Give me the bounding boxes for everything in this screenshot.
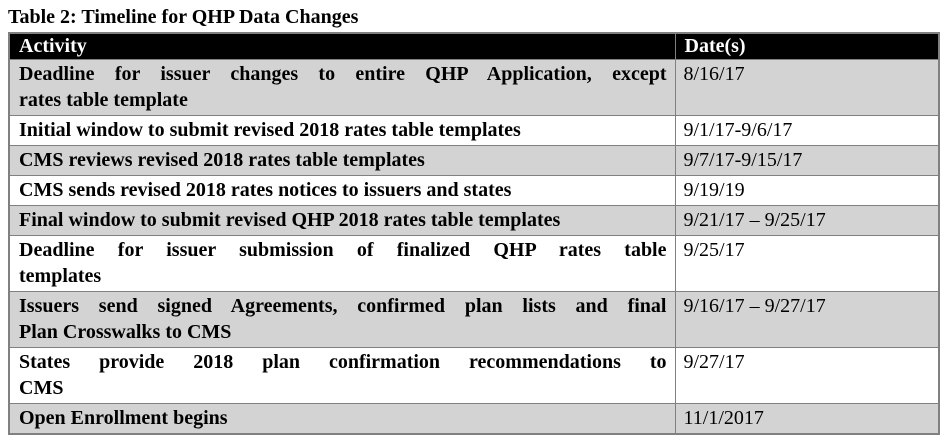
activity-cell: Initial window to submit revised 2018 ra… xyxy=(8,115,676,146)
table-row: Issuers send signed Agreements, confirme… xyxy=(8,291,940,348)
table-header-row: Activity Date(s) xyxy=(8,32,940,60)
activity-line: Final window to submit revised QHP 2018 … xyxy=(19,209,561,231)
date-cell: 9/19/19 xyxy=(674,175,940,206)
table-row: States provide 2018 plan confirmation re… xyxy=(8,347,940,404)
activity-line: CMS sends revised 2018 rates notices to … xyxy=(19,179,512,201)
activity-line: CMS reviews revised 2018 rates table tem… xyxy=(19,149,425,171)
activity-line: Initial window to submit revised 2018 ra… xyxy=(19,119,521,141)
activity-cell: CMS sends revised 2018 rates notices to … xyxy=(8,175,676,206)
activity-line: Deadline for issuer submission of finali… xyxy=(19,239,667,261)
date-cell: 9/21/17 – 9/25/17 xyxy=(674,205,940,236)
activity-line: Issuers send signed Agreements, confirme… xyxy=(19,295,667,317)
table-row: Deadline for issuer changes to entire QH… xyxy=(8,59,940,116)
table-row: CMS reviews revised 2018 rates table tem… xyxy=(8,145,940,176)
activity-line: CMS xyxy=(19,377,64,399)
activity-cell: States provide 2018 plan confirmation re… xyxy=(8,347,676,404)
col-header-dates: Date(s) xyxy=(674,32,940,60)
activity-cell: Open Enrollment begins xyxy=(8,403,676,435)
table-row: Final window to submit revised QHP 2018 … xyxy=(8,205,940,236)
table-row: Open Enrollment begins 11/1/2017 xyxy=(8,403,940,435)
activity-line: Plan Crosswalks to CMS xyxy=(19,321,232,343)
table-row: Deadline for issuer submission of finali… xyxy=(8,235,940,292)
col-header-activity: Activity xyxy=(8,32,676,60)
date-cell: 9/27/17 xyxy=(674,347,940,404)
date-cell: 9/16/17 – 9/27/17 xyxy=(674,291,940,348)
activity-line: rates table template xyxy=(19,89,188,111)
activity-cell: Deadline for issuer changes to entire QH… xyxy=(8,59,676,116)
table-row: Initial window to submit revised 2018 ra… xyxy=(8,115,940,146)
activity-line: templates xyxy=(19,265,102,287)
date-cell: 8/16/17 xyxy=(674,59,940,116)
table-caption: Table 2: Timeline for QHP Data Changes xyxy=(8,6,359,28)
activity-line: States provide 2018 plan confirmation re… xyxy=(19,351,667,373)
date-cell: 9/7/17-9/15/17 xyxy=(674,145,940,176)
activity-cell: Deadline for issuer submission of finali… xyxy=(8,235,676,292)
activity-cell: Final window to submit revised QHP 2018 … xyxy=(8,205,676,236)
table-body: Deadline for issuer changes to entire QH… xyxy=(8,59,940,435)
table-row: CMS sends revised 2018 rates notices to … xyxy=(8,175,940,206)
activity-cell: Issuers send signed Agreements, confirme… xyxy=(8,291,676,348)
date-cell: 11/1/2017 xyxy=(674,403,940,435)
activity-cell: CMS reviews revised 2018 rates table tem… xyxy=(8,145,676,176)
date-cell: 9/1/17-9/6/17 xyxy=(674,115,940,146)
qhp-timeline-table: Activity Date(s) Deadline for issuer cha… xyxy=(8,32,940,435)
activity-line: Deadline for issuer changes to entire QH… xyxy=(19,63,667,85)
date-cell: 9/25/17 xyxy=(674,235,940,292)
activity-line: Open Enrollment begins xyxy=(19,407,228,429)
